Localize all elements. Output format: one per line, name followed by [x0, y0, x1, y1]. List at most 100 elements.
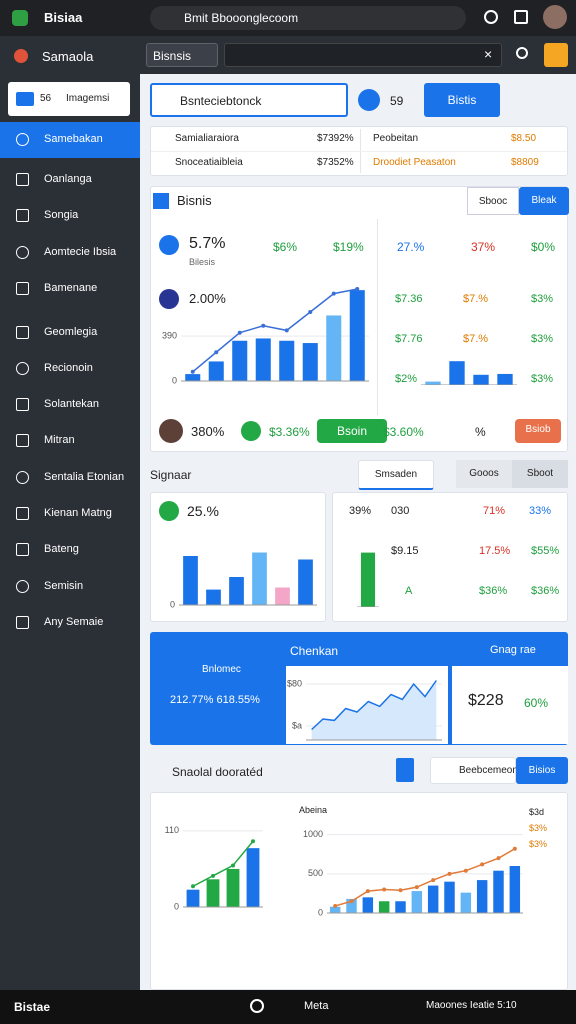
bar — [444, 881, 455, 913]
point — [211, 873, 215, 878]
side-label: $3d — [529, 807, 545, 817]
nav-item[interactable]: Semisin — [44, 580, 84, 592]
chart-right: 0 500 1000 — [303, 829, 523, 917]
filter-button[interactable]: Bistis — [424, 83, 500, 117]
gauge-label: Bnlomec — [202, 664, 241, 675]
area — [311, 680, 437, 740]
action-button[interactable] — [544, 43, 568, 67]
y-tick-label: 390 — [162, 331, 177, 341]
y-tick-label: $80 — [287, 678, 302, 688]
point — [496, 856, 501, 861]
nav-item[interactable]: Songia — [44, 209, 79, 221]
nav-item[interactable]: Any Semaie — [44, 616, 104, 628]
point — [365, 889, 370, 894]
dropdown[interactable]: Bisnsis — [146, 43, 218, 67]
select[interactable]: Bsnteciebtonck — [150, 83, 348, 117]
bar — [473, 374, 489, 385]
point — [191, 884, 195, 889]
bar — [476, 880, 488, 913]
tab[interactable]: Smsaden — [358, 460, 434, 490]
nav-item[interactable]: Aomtecie Ibsia — [44, 246, 117, 258]
button[interactable]: Bisios — [516, 757, 568, 784]
point — [190, 369, 195, 374]
segment[interactable]: Sboot — [512, 460, 568, 488]
bar — [255, 338, 271, 381]
line — [192, 840, 254, 887]
point — [308, 310, 313, 314]
tab-icon[interactable] — [514, 10, 528, 24]
nav-item[interactable]: Samebakan — [44, 133, 103, 145]
kpi: 5.7% — [189, 235, 226, 252]
icon-button[interactable] — [396, 758, 414, 782]
clear-icon[interactable]: × — [484, 46, 493, 62]
kpi: 27.% — [397, 240, 425, 254]
nav-item[interactable]: Bamenane — [44, 282, 98, 294]
bar — [185, 374, 201, 381]
point — [331, 291, 336, 296]
table-value: A — [405, 585, 413, 597]
chart-card: 0 110 Abeina 0 500 1000 $3d $3% $3% — [150, 792, 568, 990]
panel-chart: $a $80 — [287, 678, 442, 741]
summary-label: Samialiaraiora — [175, 133, 239, 144]
point — [349, 899, 354, 904]
mini-chart — [421, 361, 517, 385]
search-icon[interactable] — [516, 47, 528, 59]
url-bar[interactable] — [150, 6, 466, 30]
footer-value: $3.60% — [383, 425, 424, 439]
kpi: 37% — [471, 240, 496, 254]
summary-value: $8809 — [511, 157, 539, 168]
point — [431, 878, 436, 883]
nav-item[interactable]: Kienan Matng — [44, 507, 112, 519]
nav-item[interactable]: Bateng — [44, 543, 79, 555]
avatar[interactable] — [543, 5, 567, 29]
divider — [377, 219, 378, 415]
nav-icon[interactable] — [250, 999, 264, 1013]
footer-button[interactable]: Bsoin — [317, 419, 387, 443]
bottom-bar: Bistae Meta Maoones Ieatie 5:10 — [0, 990, 576, 1024]
nav-item[interactable]: Recionoin — [44, 362, 93, 374]
tab[interactable]: Bleak — [519, 187, 569, 215]
nav-icon — [16, 616, 29, 629]
point — [414, 885, 419, 890]
nav-item[interactable]: Oanlanga — [44, 173, 92, 185]
nav-item[interactable]: Mitran — [44, 434, 75, 446]
segment[interactable]: Gooos — [456, 460, 512, 488]
mini-value: $7.% — [463, 293, 489, 305]
selector[interactable]: 56 Imagemsi — [8, 82, 130, 116]
bar — [362, 897, 374, 913]
nav-icon — [16, 209, 29, 222]
point — [398, 888, 403, 893]
summary-label: Snoceatiaibleia — [175, 157, 243, 168]
tab[interactable]: Sbooc — [467, 187, 519, 215]
menu-icon[interactable] — [484, 10, 498, 24]
section-title: Snaolal dooratéd — [172, 765, 263, 779]
mini-value: $3% — [531, 293, 554, 305]
search-input[interactable] — [224, 43, 502, 67]
bar — [226, 868, 240, 907]
bottom-brand: Bistae — [14, 1000, 51, 1014]
summary-value: $7352% — [317, 157, 354, 168]
side-label: $3% — [529, 823, 548, 833]
toolbar: Samaola Bisnsis × — [0, 36, 576, 74]
nav-item[interactable]: Geomlegia — [44, 326, 98, 338]
toggle[interactable] — [358, 89, 380, 111]
nav-item[interactable]: Solantekan — [44, 398, 100, 410]
point — [355, 287, 360, 291]
kpi: $6% — [273, 240, 298, 254]
panel-action[interactable]: Gnag rae — [490, 644, 536, 656]
nav-icon — [16, 246, 29, 259]
bar — [326, 315, 342, 381]
bar — [229, 577, 244, 605]
nav-icon — [16, 471, 29, 484]
section-title: Signaar — [150, 468, 192, 482]
bar — [360, 552, 376, 607]
side-label: $3% — [529, 839, 548, 849]
nav-item[interactable]: Sentalia Etonian — [44, 471, 125, 483]
footer-button[interactable]: Bsiob — [515, 419, 561, 443]
card-stat: 25.% — [187, 503, 219, 519]
selector-badge: 56 — [40, 93, 52, 104]
input[interactable]: Beebcemeon — [430, 757, 518, 784]
mini-value: $2% — [395, 373, 418, 385]
point — [463, 868, 468, 873]
bar — [208, 361, 224, 381]
